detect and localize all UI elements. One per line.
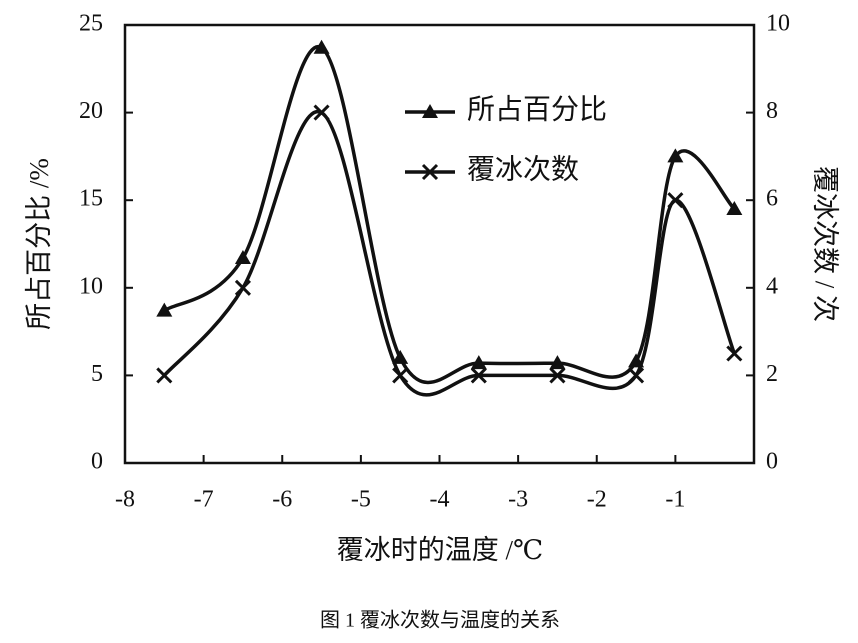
y2-tick-label: 0 [766, 449, 778, 475]
y-tick-label: 15 [79, 186, 103, 212]
x-axis-label: 覆冰时的温度 /℃ [337, 535, 543, 565]
y-tick-label: 0 [91, 449, 103, 475]
marker [549, 367, 566, 384]
marker [470, 367, 487, 384]
x-tick-label: -5 [351, 487, 371, 513]
marker [628, 367, 645, 384]
y2-tick-label: 10 [766, 11, 790, 37]
marker [156, 302, 173, 317]
marker [470, 355, 487, 370]
y-tick-label: 25 [79, 11, 103, 37]
y-tick-label: 10 [79, 273, 103, 299]
marker [234, 279, 251, 296]
legend-label: 所占百分比 [467, 93, 607, 125]
marker [392, 367, 409, 384]
x-tick-label: -1 [665, 487, 685, 513]
y-axis-label: 所占百分比 /% [24, 158, 54, 330]
x-tick-label: -8 [115, 487, 135, 513]
marker [726, 345, 743, 362]
caption: 图 1 覆冰次数与温度的关系 [320, 609, 560, 632]
legend-label: 覆冰次数 [467, 153, 579, 185]
y2-tick-label: 8 [766, 98, 778, 124]
y2-tick-label: 6 [766, 186, 778, 212]
x-tick-label: -4 [430, 487, 450, 513]
y2-tick-label: 2 [766, 361, 778, 387]
marker [392, 349, 409, 364]
series-line [163, 109, 736, 397]
marker [156, 367, 173, 384]
y2-tick-label: 4 [766, 273, 778, 299]
series-line [163, 45, 736, 385]
marker [549, 355, 566, 370]
marker [422, 104, 438, 118]
x-tick-label: -2 [587, 487, 607, 513]
y-tick-label: 20 [79, 98, 103, 124]
marker [313, 104, 330, 121]
marker [421, 163, 439, 181]
x-tick-label: -7 [194, 487, 214, 513]
marker [313, 39, 330, 54]
x-tick-label: -6 [272, 487, 292, 513]
marker [667, 192, 684, 209]
y2-axis-label: 覆冰次数 / 次 [810, 166, 840, 322]
marker [234, 250, 251, 265]
y-tick-label: 5 [91, 361, 103, 387]
x-tick-label: -3 [508, 487, 528, 513]
marker [667, 148, 684, 163]
marker [726, 200, 743, 215]
